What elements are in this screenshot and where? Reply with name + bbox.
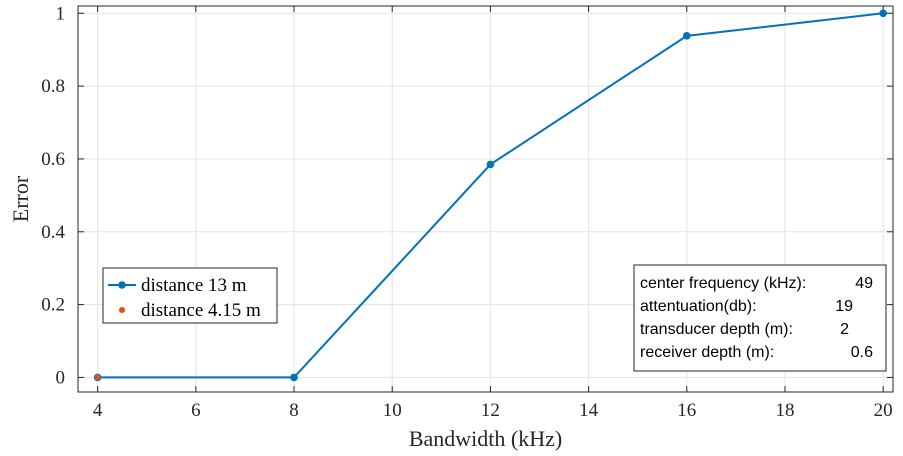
- series-1-point: [879, 9, 887, 18]
- parameter-value-attenuation: 19: [835, 298, 853, 315]
- x-tick-label: 6: [191, 400, 201, 421]
- parameter-label-center-frequency: center frequency (kHz):: [640, 275, 806, 292]
- series-1-point: [486, 160, 495, 169]
- x-tick-label: 18: [775, 400, 794, 421]
- y-tick-label: 0.2: [41, 295, 65, 316]
- legend-box: [102, 267, 278, 324]
- x-tick-label: 12: [481, 400, 500, 421]
- parameter-value-center-frequency: 49: [855, 275, 873, 292]
- y-tick-label: 1: [56, 3, 66, 24]
- series: [93, 9, 887, 382]
- x-tick-label: 10: [383, 400, 402, 421]
- parameters-box-frame: [633, 264, 887, 372]
- x-axis-label: Bandwidth (kHz): [409, 426, 562, 451]
- series-2-point: [94, 374, 101, 381]
- legend-marker-series-1: [118, 281, 126, 289]
- parameter-label-attenuation: attentuation(db):: [640, 298, 757, 315]
- series-1-point: [682, 32, 691, 40]
- parameter-label-receiver-depth: receiver depth (m):: [640, 344, 774, 361]
- x-tick-label: 14: [579, 400, 599, 421]
- x-tick-label: 20: [874, 400, 893, 421]
- y-tick-label: 0.4: [41, 222, 65, 243]
- parameter-value-transducer-depth: 2: [840, 321, 849, 338]
- parameters-box: center frequency (kHz): 49 attentuation(…: [633, 264, 887, 372]
- series-1-point: [290, 373, 298, 382]
- legend-label-series-1: distance 13 m: [141, 275, 247, 296]
- axis-ticks: 4 6 8 10 12 14 16 18 20 0 0.2 0.4 0.6 0.8 1: [41, 3, 893, 421]
- parameter-value-receiver-depth: 0.6: [851, 344, 873, 361]
- legend: distance 13 m distance 4.15 m: [102, 267, 278, 324]
- y-tick-label: 0.6: [41, 149, 65, 170]
- y-axis-label: Error: [8, 175, 33, 222]
- legend-marker-series-2: [119, 307, 125, 313]
- y-tick-label: 0.8: [41, 76, 65, 97]
- legend-label-series-2: distance 4.15 m: [141, 300, 261, 321]
- plot-area-frame: [77, 5, 894, 393]
- parameter-label-transducer-depth: transducer depth (m):: [640, 321, 793, 338]
- x-tick-label: 8: [289, 400, 299, 421]
- x-tick-label: 4: [93, 400, 103, 421]
- x-tick-label: 16: [677, 400, 696, 421]
- y-tick-label: 0: [56, 367, 66, 388]
